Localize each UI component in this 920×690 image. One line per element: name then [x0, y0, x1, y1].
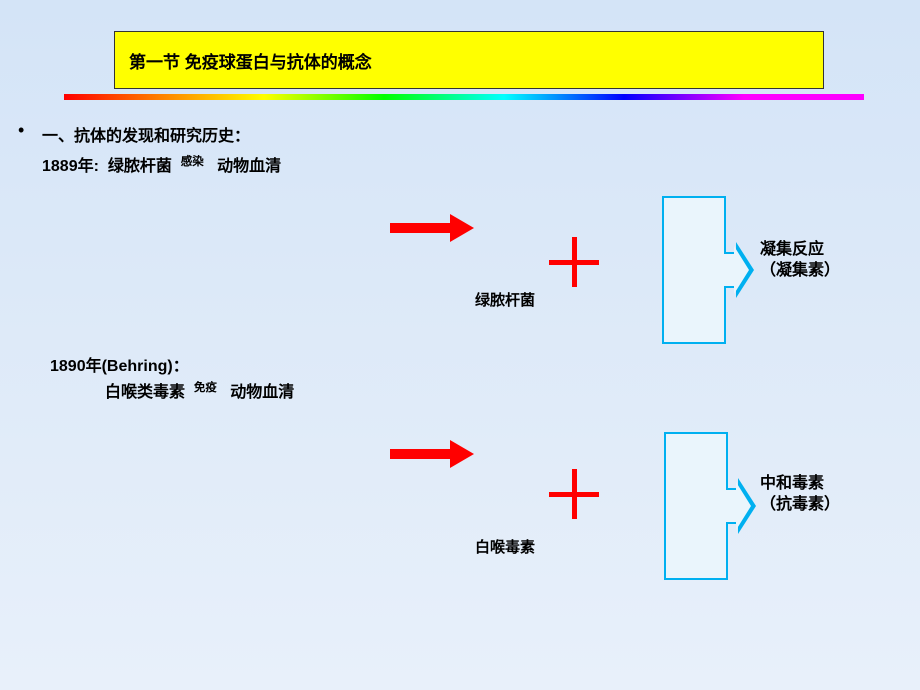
rainbow-divider [64, 94, 864, 100]
serum-1890: 动物血清 [230, 384, 294, 401]
plus-1-v [572, 237, 577, 287]
sup-1890: 免疫 [194, 382, 217, 394]
section-title-box: 第一节 免疫球蛋白与抗体的概念 [114, 31, 824, 89]
line-1889: 1889年: 绿脓杆菌 感染 动物血清 [42, 152, 281, 176]
serum-1889: 动物血清 [217, 158, 281, 175]
result-2-line2: （抗毒素） [760, 495, 840, 516]
block-arrow-2-tri-fill [736, 482, 751, 530]
arrow-2-head [450, 440, 474, 468]
result-1: 凝集反应 （凝集素） [760, 240, 840, 282]
sup-1889: 感染 [181, 156, 204, 168]
year-1889: 1889年: [42, 158, 99, 175]
block-arrow-1-tri-fill [734, 246, 749, 294]
result-1-line2: （凝集素） [760, 261, 840, 282]
arrow-1-shaft [390, 223, 450, 233]
heading-history: 一、抗体的发现和研究历史： [42, 122, 250, 146]
bullet-icon: • [18, 120, 24, 141]
label-bacteria-1: 绿脓杆菌 [475, 289, 535, 310]
block-box-2 [664, 432, 728, 580]
result-1-line1: 凝集反应 [760, 240, 840, 261]
block-box-1 [662, 196, 726, 344]
line-1890-year: 1890年(Behring)： [50, 352, 189, 376]
label-toxin-2: 白喉毒素 [475, 536, 535, 557]
plus-2-v [572, 469, 577, 519]
arrow-1-head [450, 214, 474, 242]
result-2: 中和毒素 （抗毒素） [760, 474, 840, 516]
bacteria-1889: 绿脓杆菌 [108, 158, 172, 175]
section-title-text: 第一节 免疫球蛋白与抗体的概念 [129, 48, 372, 73]
toxoid-1890: 白喉类毒素 [105, 384, 185, 401]
result-2-line1: 中和毒素 [760, 474, 840, 495]
arrow-2-shaft [390, 449, 450, 459]
line-1890-content: 白喉类毒素 免疫 动物血清 [105, 378, 294, 402]
